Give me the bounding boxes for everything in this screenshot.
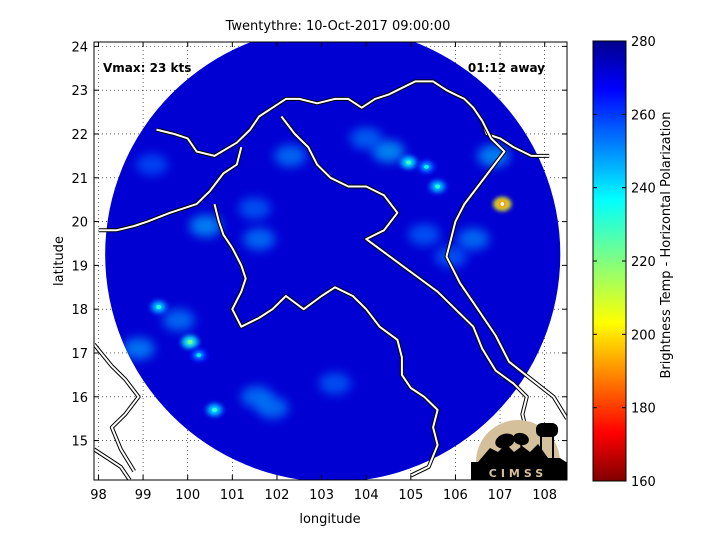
x-axis-label: longitude: [299, 512, 360, 527]
y-tick-label: 21: [71, 172, 88, 187]
brightness-feature: [149, 299, 168, 314]
brightness-feature: [189, 348, 208, 363]
axes-frame: [93, 41, 568, 481]
colorbar-tick-label: 200: [631, 328, 656, 343]
plot-area: 98 99 100 101 102 103 104 105 106 107 108 15 16 17 18 1…: [71, 40, 568, 503]
y-tick-label: 24: [71, 40, 88, 55]
colorbar-tick-label: 160: [631, 475, 656, 490]
brightness-feature: [457, 228, 490, 251]
chart-title: Twentythre: 10-Oct-2017 09:00:00: [225, 19, 451, 34]
colorbar-tick-label: 280: [631, 35, 656, 50]
boundary-line: [94, 342, 141, 473]
colorbar-tick-label: 240: [631, 182, 656, 197]
brightness-feature: [417, 159, 436, 174]
brightness-feature: [372, 140, 405, 163]
boundary-line: [279, 115, 529, 455]
brightness-swath: [105, 42, 561, 480]
x-tick-label: 106: [443, 488, 468, 503]
x-tick-label: 99: [135, 488, 152, 503]
x-tick-label: 105: [398, 488, 423, 503]
y-tick-label: 15: [71, 435, 88, 450]
brightness-feature: [256, 396, 289, 419]
brightness-feature: [205, 402, 224, 417]
storm-center-marker: [500, 202, 505, 207]
country-boundaries: [94, 79, 567, 480]
cimss-logo: CIMSS: [471, 420, 567, 480]
x-tick-label: 104: [354, 488, 379, 503]
brightness-feature: [434, 245, 467, 268]
boundary-line: [444, 119, 567, 420]
axis-ticks: 98 99 100 101 102 103 104 105 106 107 108 15 16 17 18 1…: [71, 40, 567, 503]
brightness-feature: [399, 155, 418, 170]
y-tick-label: 22: [71, 128, 88, 143]
boundary-line: [212, 203, 440, 478]
y-axis-label: latitude: [52, 236, 67, 286]
brightness-feature: [162, 309, 195, 332]
brightness-feature: [274, 144, 307, 167]
vmax-annotation: Vmax: 23 kts: [103, 61, 191, 75]
colorbar-ticks: 160 180 200 220 240 260 280: [593, 35, 656, 490]
y-tick-label: 17: [71, 347, 88, 362]
x-tick-label: 108: [532, 488, 557, 503]
colorbar-tick-label: 220: [631, 255, 656, 270]
y-tick-label: 20: [71, 216, 88, 231]
brightness-feature: [189, 214, 222, 237]
colorbar: 160 180 200 220 240 260 280 Brightness Temp - …: [592, 35, 674, 490]
time-away-annotation: 01:12 away: [468, 61, 545, 75]
brightness-feature: [122, 337, 155, 360]
x-tick-label: 102: [265, 488, 290, 503]
colorbar-label: Brightness Temp - Horizontal Polarizatio…: [659, 111, 674, 378]
brightness-feature: [428, 179, 447, 194]
brightness-feature: [180, 335, 199, 350]
brightness-feature: [350, 127, 383, 150]
x-tick-label: 100: [175, 488, 200, 503]
colorbar-tick-label: 180: [631, 402, 656, 417]
brightness-feature: [318, 372, 351, 395]
x-tick-label: 103: [309, 488, 334, 503]
colorbar-gradient: [592, 40, 627, 482]
svg-text:CIMSS: CIMSS: [489, 467, 547, 480]
brightness-feature: [238, 197, 271, 220]
x-tick-label: 98: [90, 488, 107, 503]
y-tick-label: 19: [71, 259, 88, 274]
x-tick-label: 101: [220, 488, 245, 503]
y-tick-label: 23: [71, 84, 88, 99]
y-tick-label: 16: [71, 391, 88, 406]
brightness-feature: [408, 223, 441, 246]
brightness-feature: [243, 228, 276, 251]
colorbar-tick-label: 260: [631, 108, 656, 123]
x-tick-label: 107: [488, 488, 513, 503]
boundary-line: [98, 146, 244, 233]
brightness-feature: [136, 153, 169, 176]
boundary-line: [94, 447, 132, 480]
swath-disk: [105, 42, 561, 480]
y-tick-label: 18: [71, 303, 88, 318]
